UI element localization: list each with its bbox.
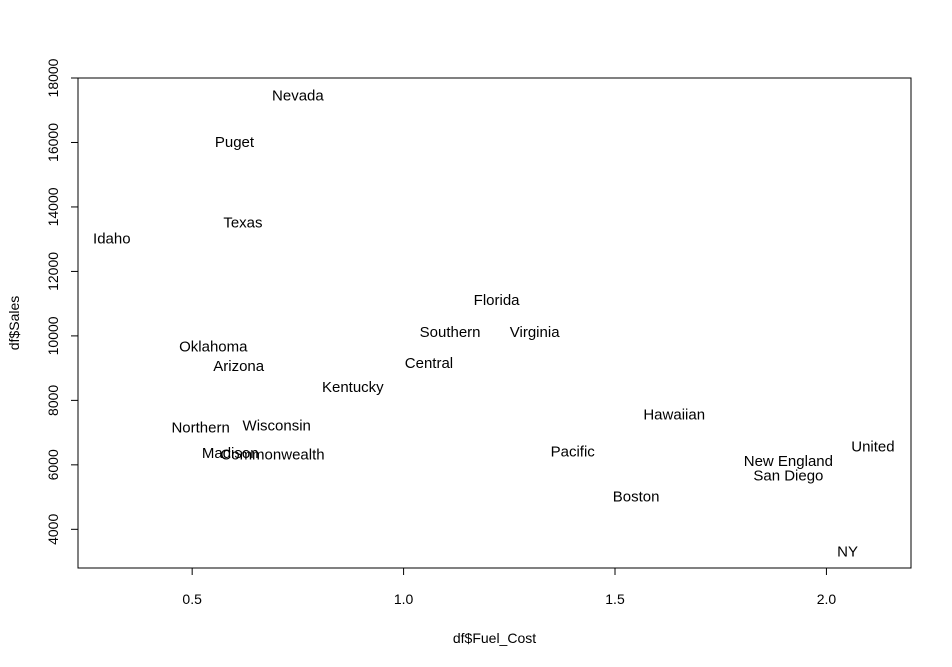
point-label-san-diego: San Diego xyxy=(753,468,823,485)
y-tick-label: 6000 xyxy=(45,449,61,480)
point-label-northern: Northern xyxy=(171,419,229,436)
y-tick-label: 14000 xyxy=(45,187,61,226)
y-tick-label: 18000 xyxy=(45,58,61,97)
y-axis: 4000 6000 8000 10000 12000 14000 16000 18000 xyxy=(45,58,79,545)
y-tick-label: 10000 xyxy=(45,316,61,355)
point-label-virginia: Virginia xyxy=(510,324,560,341)
point-label-pacific: Pacific xyxy=(551,443,596,460)
x-tick-label: 1.0 xyxy=(394,591,414,607)
point-label-hawaiian: Hawaiian xyxy=(643,406,705,423)
point-label-southern: Southern xyxy=(420,324,481,341)
point-label-arizona: Arizona xyxy=(213,358,265,375)
point-label-oklahoma: Oklahoma xyxy=(179,339,248,356)
point-label-united: United xyxy=(851,439,894,456)
y-tick-label: 4000 xyxy=(45,514,61,545)
plot-frame xyxy=(77,77,912,569)
y-axis-title: df$Sales xyxy=(6,296,22,350)
x-tick-label: 0.5 xyxy=(182,591,202,607)
point-label-wisconsin: Wisconsin xyxy=(243,418,311,435)
point-label-boston: Boston xyxy=(613,489,660,506)
y-tick-label: 12000 xyxy=(45,252,61,291)
x-tick-label: 1.5 xyxy=(605,591,625,607)
point-label-puget: Puget xyxy=(215,134,255,151)
x-axis: 0.5 1.0 1.5 2.0 xyxy=(182,567,837,607)
point-label-central: Central xyxy=(405,355,453,372)
point-label-nevada: Nevada xyxy=(272,88,324,105)
x-tick-label: 2.0 xyxy=(817,591,837,607)
point-label-new-england: New England xyxy=(744,453,833,470)
y-tick-label: 16000 xyxy=(45,123,61,162)
x-axis-title: df$Fuel_Cost xyxy=(453,630,536,646)
point-label-florida: Florida xyxy=(474,292,521,309)
point-label-idaho: Idaho xyxy=(93,231,131,248)
point-labels: Nevada Puget Texas Idaho Florida Southern Virg… xyxy=(93,88,895,561)
point-label-kentucky: Kentucky xyxy=(322,379,384,396)
point-label-texas: Texas xyxy=(223,215,262,232)
point-label-ny: NY xyxy=(837,543,858,560)
point-label-commonwealth: Commonwealth xyxy=(220,447,324,464)
y-tick-label: 8000 xyxy=(45,385,61,416)
point-label-madison: Madison xyxy=(202,445,259,462)
